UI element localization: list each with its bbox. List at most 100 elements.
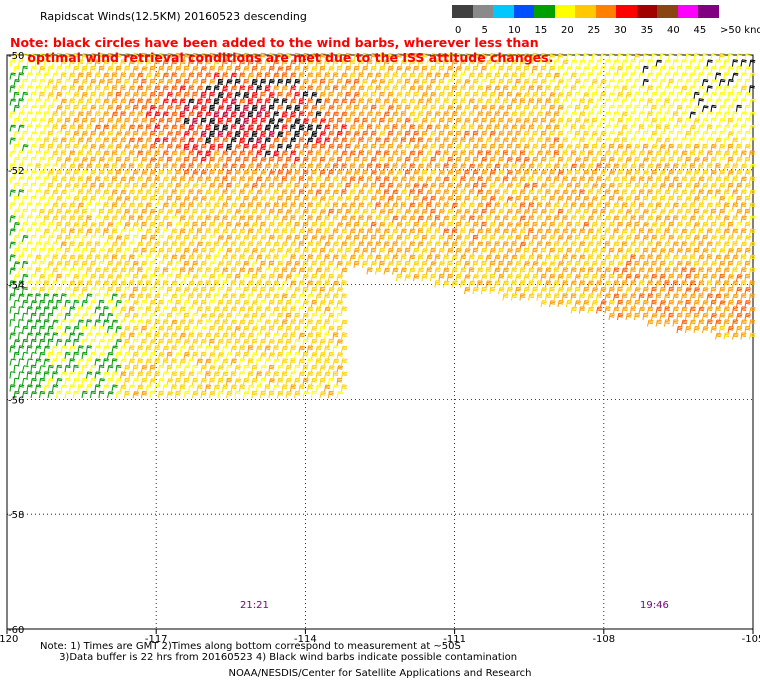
wind-barb	[685, 117, 691, 126]
wind-barb	[39, 170, 46, 178]
wind-barb	[600, 300, 607, 308]
wind-barb	[506, 248, 513, 256]
wind-barb	[600, 260, 607, 269]
wind-barb	[502, 241, 509, 249]
wind-barb	[209, 247, 215, 256]
wind-barb	[183, 390, 190, 399]
wind-barb	[328, 287, 335, 295]
wind-barb	[447, 79, 454, 87]
wind-barb	[426, 267, 433, 275]
wind-barb	[22, 273, 29, 282]
wind-barb	[591, 196, 599, 204]
wind-barb	[103, 384, 110, 392]
wind-barb	[175, 65, 182, 74]
wind-barb	[183, 91, 190, 100]
wind-barb	[179, 176, 186, 184]
wind-barb	[107, 274, 114, 282]
wind-barb	[540, 130, 547, 139]
wind-barb	[30, 273, 37, 282]
wind-barb	[341, 202, 348, 210]
wind-barb	[591, 287, 598, 295]
wind-barb	[315, 85, 322, 93]
wind-barb	[659, 156, 666, 165]
wind-barb	[239, 189, 245, 197]
wind-barb	[43, 267, 50, 275]
wind-barb	[39, 78, 46, 87]
wind-barb	[234, 182, 241, 191]
wind-barb	[642, 195, 649, 204]
wind-barb	[693, 196, 700, 204]
wind-barb	[332, 124, 339, 132]
wind-barb	[290, 85, 297, 93]
wind-barb	[596, 254, 602, 262]
wind-barb	[455, 169, 462, 178]
wind-barb	[472, 247, 479, 256]
wind-barb	[324, 202, 331, 210]
wind-barb	[349, 215, 356, 223]
wind-barb	[213, 215, 220, 223]
wind-barb	[545, 293, 552, 301]
wind-barb	[489, 234, 496, 243]
wind-barb	[35, 59, 41, 67]
wind-barb	[596, 59, 603, 67]
wind-barb	[604, 124, 611, 132]
wind-barb	[200, 338, 207, 347]
wind-barb	[247, 111, 254, 119]
wind-barb	[149, 65, 156, 74]
wind-barb	[60, 371, 68, 379]
wind-barb	[562, 111, 568, 119]
wind-barb	[562, 72, 569, 80]
wind-barb	[209, 286, 216, 295]
wind-barb	[744, 195, 751, 204]
wind-barb	[315, 306, 322, 314]
wind-barb	[676, 286, 683, 295]
wind-barb	[86, 150, 93, 158]
wind-barb	[183, 339, 190, 347]
wind-barb	[154, 267, 160, 275]
wind-barb	[154, 59, 160, 67]
wind-barb	[328, 312, 335, 321]
wind-barb	[379, 209, 386, 217]
wind-barb	[26, 371, 33, 379]
wind-barb	[107, 352, 114, 360]
wind-barb	[702, 105, 709, 113]
wind-barb	[591, 260, 598, 269]
wind-barb	[651, 117, 658, 126]
wind-barb	[103, 319, 110, 327]
wind-barb	[358, 163, 365, 171]
wind-barb	[472, 195, 479, 204]
wind-barb	[617, 104, 623, 113]
wind-barb	[502, 59, 509, 67]
wind-barb	[366, 137, 373, 145]
wind-barb	[192, 248, 199, 256]
wind-barb	[209, 221, 216, 230]
wind-barb	[217, 352, 225, 360]
wind-barb	[379, 156, 385, 165]
wind-barb	[213, 176, 220, 184]
wind-barb	[251, 130, 258, 139]
wind-barb	[188, 384, 195, 392]
wind-barb	[536, 280, 543, 288]
wind-barb	[341, 345, 348, 353]
wind-barb	[421, 130, 428, 139]
wind-barb	[579, 280, 586, 288]
wind-barb	[137, 306, 144, 314]
wind-barb	[9, 358, 16, 366]
wind-barb	[328, 300, 335, 308]
wind-barb	[693, 299, 700, 308]
wind-barb	[56, 286, 63, 295]
wind-barb	[90, 195, 96, 204]
wind-barb	[647, 137, 654, 145]
wind-barb	[455, 247, 462, 256]
wind-barb	[519, 189, 526, 197]
wind-barb	[35, 189, 42, 197]
wind-barb	[35, 137, 42, 145]
wind-barb	[234, 156, 241, 165]
wind-barb	[285, 105, 292, 113]
wind-barb	[35, 293, 41, 301]
wind-barb	[205, 358, 212, 366]
wind-barb	[375, 111, 382, 119]
wind-barb	[664, 254, 670, 262]
wind-barb	[438, 222, 445, 230]
wind-barb	[732, 241, 738, 249]
